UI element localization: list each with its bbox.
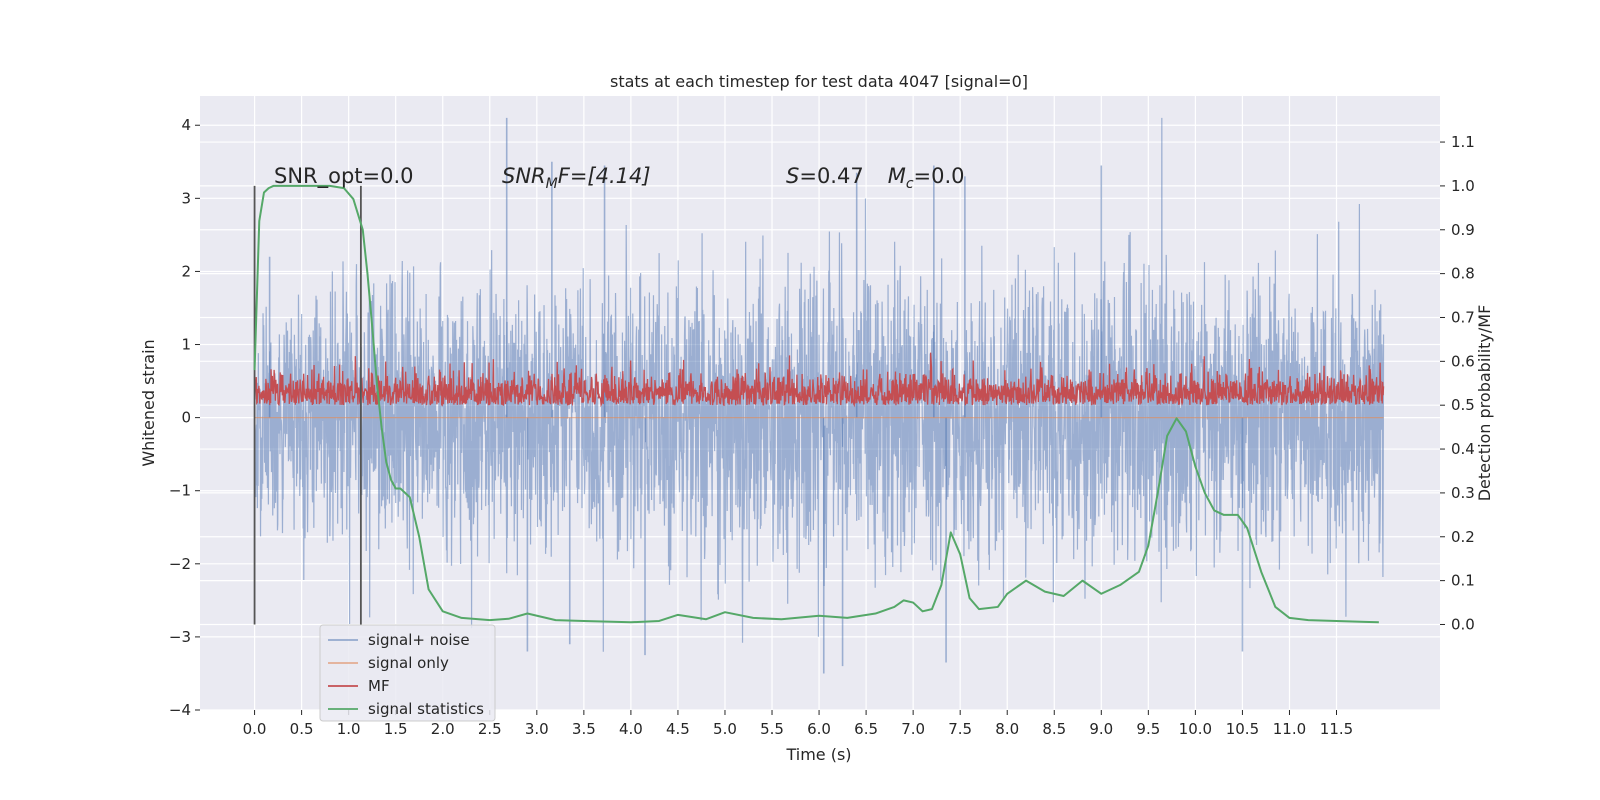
yl-tick-label-3: 1 [181,336,191,354]
yl-tick-label-4: 0 [181,409,191,427]
legend-label-noise: signal+ noise [368,631,470,649]
s-label: S [786,164,799,188]
yr-tick-label-4: 0.7 [1451,308,1475,326]
x-tick-label-19: 9.5 [1136,720,1160,738]
x-tick-label-1: 0.5 [290,720,314,738]
s-value: =0.47 [799,164,863,188]
legend-label-mf: MF [368,677,390,695]
chart-title: stats at each timestep for test data 404… [610,72,1028,91]
yl-tick-label-5: −1 [169,482,191,500]
yr-tick-label-3: 0.8 [1451,265,1475,283]
mf-series [253,352,1385,408]
yr-tick-label-7: 0.4 [1451,440,1475,458]
legend: signal+ noise signal only MF signal stat… [319,624,496,722]
snr-mf-tail: F=[4.14] [558,164,651,188]
yl-tick-label-2: 2 [181,262,191,280]
x-tick-label-18: 9.0 [1089,720,1113,738]
boundary-lines [253,185,362,625]
yr-tick-label-5: 0.6 [1451,352,1475,370]
x-tick-label-6: 3.0 [525,720,549,738]
x-tick-label-16: 8.0 [995,720,1019,738]
yr-tick-label-9: 0.2 [1451,528,1475,546]
x-tick-label-14: 7.0 [901,720,925,738]
axis-ticks: 0.0 0.5 1.0 1.5 2.0 2.5 3.0 3.5 4.0 4.5 5.0 5.5 6.0 6… [169,116,1475,738]
mf-trace [253,352,1385,408]
x-tick-label-11: 5.5 [760,720,784,738]
x-tick-label-17: 8.5 [1042,720,1066,738]
x-tick-label-4: 2.0 [431,720,455,738]
signal-statistics-series [253,184,1379,624]
yr-tick-label-0: 1.1 [1451,133,1475,151]
x-tick-label-15: 7.5 [948,720,972,738]
x-tick-label-12: 6.0 [807,720,831,738]
legend-box [319,624,496,722]
y-axis-title-right: Detection probability/MF [1475,305,1494,502]
x-tick-label-9: 4.5 [666,720,690,738]
x-tick-label-7: 3.5 [572,720,596,738]
yl-tick-label-1: 3 [181,189,191,207]
yl-tick-label-0: 4 [181,116,191,134]
x-tick-label-10: 5.0 [713,720,737,738]
x-tick-label-5: 2.5 [478,720,502,738]
yr-tick-label-11: 0.0 [1451,615,1475,633]
snr-mf-annotation: SNRMF=[4.14] [502,164,651,192]
legend-label-stat: signal statistics [368,700,484,718]
x-tick-label-20: 10.0 [1179,720,1212,738]
mc-sub: c [906,176,914,192]
snr-mf-base: SNR [502,164,546,188]
yr-tick-label-2: 0.9 [1451,221,1475,239]
yr-tick-label-6: 0.5 [1451,396,1475,414]
mc-base: M [888,164,906,188]
snr-mf-sub: M [546,176,558,192]
x-tick-label-22: 11.0 [1273,720,1306,738]
yr-tick-label-10: 0.1 [1451,572,1475,590]
x-axis-title: Time (s) [785,745,851,764]
x-tick-label-13: 6.5 [854,720,878,738]
yl-tick-label-8: −4 [169,701,191,719]
mc-value: =0.0 [914,164,965,188]
yr-tick-label-1: 1.0 [1451,177,1475,195]
yl-tick-label-6: −2 [169,555,191,573]
legend-label-signal: signal only [368,654,449,672]
x-tick-label-0: 0.0 [243,720,267,738]
yl-tick-label-7: −3 [169,628,191,646]
x-tick-label-8: 4.0 [619,720,643,738]
x-tick-label-3: 1.5 [384,720,408,738]
s-mc-annotation: S=0.47 Mc=0.0 [786,164,965,192]
signal-statistics-line [253,184,1379,624]
x-tick-label-23: 11.5 [1320,720,1353,738]
y-axis-title-left: Whitened strain [139,339,158,466]
yr-tick-label-8: 0.3 [1451,484,1475,502]
x-tick-label-21: 10.5 [1226,720,1259,738]
snr-opt-annotation: SNR_opt=0.0 [274,164,414,189]
x-tick-label-2: 1.0 [337,720,361,738]
